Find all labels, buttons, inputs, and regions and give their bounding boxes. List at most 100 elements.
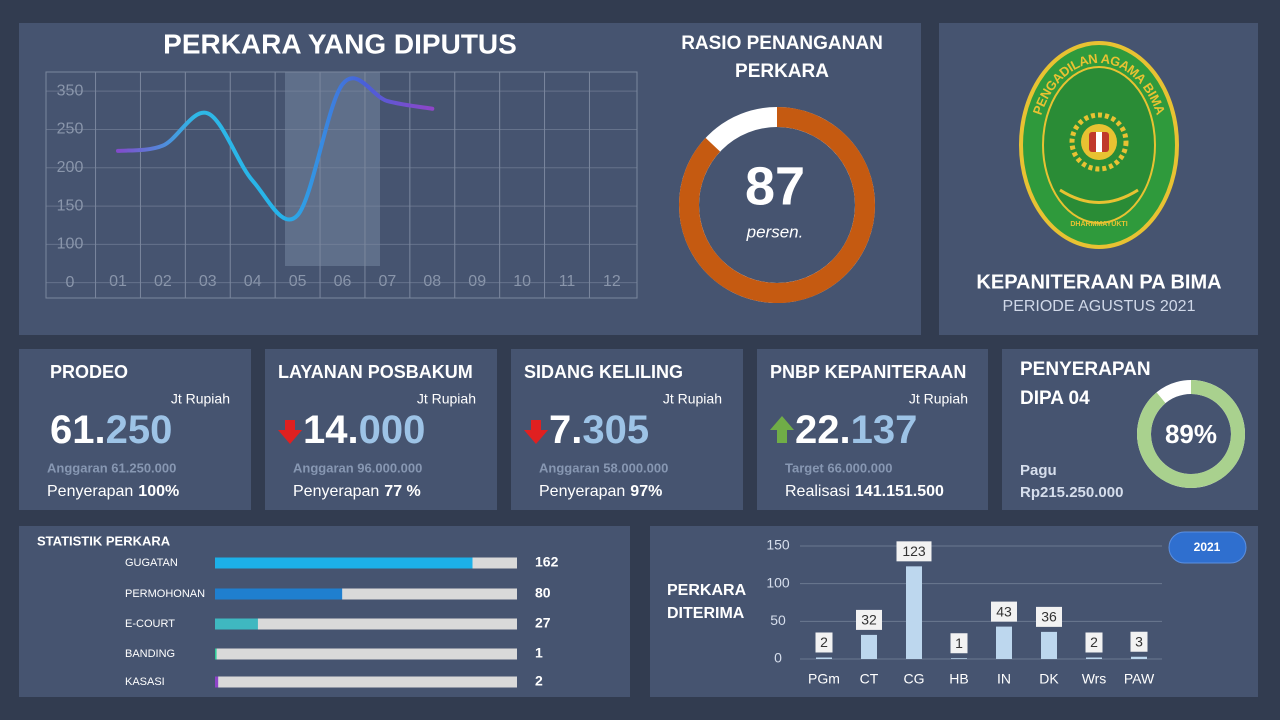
card-result-label: Penyerapan	[539, 483, 625, 500]
card-value-head: 61.	[50, 408, 106, 452]
bar	[1131, 656, 1147, 659]
trend-arrow	[524, 420, 548, 444]
card-value-tail: 137	[851, 408, 918, 452]
y-tick-label: 50	[770, 612, 786, 628]
dipa-title: PENYERAPAN	[1020, 359, 1151, 380]
card-value: 61.250	[50, 408, 172, 452]
category-label: PERMOHONAN	[125, 588, 205, 600]
x-tick-label: 08	[423, 273, 441, 290]
card-result: Penyerapan 97%	[539, 483, 662, 500]
bar	[215, 557, 473, 569]
plot-frame	[45, 71, 638, 299]
panel	[265, 349, 497, 510]
card-title: PRODEO	[50, 362, 128, 382]
value-label-box	[856, 609, 882, 630]
x-tick-label: 06	[334, 273, 352, 290]
y-tick-label: 350	[57, 82, 84, 99]
bar	[215, 648, 217, 660]
x-tick-label: 09	[468, 273, 486, 290]
panel	[757, 349, 988, 510]
chart-title: PERKARA	[667, 582, 747, 599]
card-value: 7.305	[549, 408, 649, 452]
line	[116, 76, 435, 222]
legend-button	[1168, 531, 1247, 564]
card-result-label: Penyerapan	[47, 483, 133, 500]
x-tick-label: DK	[1039, 671, 1059, 687]
logo-motto: DHARMMAYUKTI	[1070, 221, 1127, 228]
y-tick-label: 250	[57, 121, 84, 138]
value-label: 2	[1090, 634, 1098, 650]
value-label: 43	[996, 603, 1012, 619]
card-value-tail: 000	[359, 408, 426, 452]
dipa-pagu-label: Pagu	[1020, 462, 1057, 479]
x-tick-label: 11	[559, 273, 576, 290]
y-tick-label: 200	[57, 159, 84, 176]
y-tick-label: 150	[766, 537, 790, 553]
card-value-head: 7.	[549, 408, 582, 452]
y-tick-label: 150	[57, 197, 84, 214]
card-result-value: 97%	[630, 483, 662, 500]
value-label: 27	[535, 615, 551, 631]
y-tick-label: 0	[66, 274, 75, 291]
card-unit: Jt Rupiah	[909, 391, 968, 407]
donut-label: 89%	[1165, 419, 1217, 449]
card-result-value: 77 %	[384, 483, 420, 500]
donut-unit: persen.	[746, 222, 804, 241]
x-tick-label: HB	[949, 671, 968, 687]
bar-track	[215, 588, 517, 600]
card-unit: Jt Rupiah	[171, 391, 230, 407]
panel	[511, 349, 743, 510]
logo	[1019, 41, 1179, 249]
value-label: 2	[535, 673, 543, 689]
card-unit: Jt Rupiah	[417, 391, 476, 407]
bar	[906, 566, 922, 659]
card-title: LAYANAN POSBAKUM	[278, 362, 473, 382]
chart-title: PERKARA YANG DIPUTUS	[163, 28, 517, 59]
card-result-value: 100%	[138, 483, 179, 500]
x-tick-label: PAW	[1124, 671, 1155, 687]
card-value: 14.000	[303, 408, 425, 452]
card-result-label: Penyerapan	[293, 483, 379, 500]
dipa-pagu-value: Rp215.250.000	[1020, 484, 1123, 501]
logo-ribbon	[1059, 188, 1139, 204]
category-label: BANDING	[125, 648, 175, 660]
dipa-title: DIPA 04	[1020, 388, 1090, 409]
value-label: 1	[955, 635, 963, 651]
card-result-label: Realisasi	[785, 483, 850, 500]
card-title: SIDANG KELILING	[524, 362, 683, 382]
x-tick-label: 03	[199, 273, 217, 290]
y-tick-label: 100	[57, 236, 84, 253]
x-tick-label: CG	[904, 671, 925, 687]
value-label-box	[1085, 632, 1103, 653]
x-tick-label: Wrs	[1082, 671, 1107, 687]
value-label: 2	[820, 634, 828, 650]
donut-value: 87	[745, 156, 805, 216]
card-note: Anggaran 58.000.000	[539, 460, 668, 475]
bar	[861, 634, 877, 659]
y-tick-label: 100	[766, 574, 790, 590]
value-label: 80	[535, 585, 551, 601]
bar	[1086, 657, 1102, 659]
category-label: E-COURT	[125, 618, 175, 630]
logo-shield-band	[1096, 132, 1102, 152]
card-note: Target 66.000.000	[785, 460, 892, 475]
panel	[19, 349, 251, 510]
card-result: Realisasi 141.151.500	[785, 483, 944, 500]
card-value: 22.137	[795, 408, 917, 452]
bar-track	[215, 648, 517, 660]
y-tick-label: 0	[774, 650, 782, 666]
card-unit: Jt Rupiah	[663, 391, 722, 407]
legend-label: 2021	[1194, 540, 1221, 554]
card-result: Penyerapan 100%	[47, 483, 179, 500]
bar	[996, 626, 1012, 659]
value-label: 162	[535, 554, 559, 570]
header-period: PERIODE AGUSTUS 2021	[1003, 298, 1196, 315]
x-tick-label: 07	[379, 273, 397, 290]
value-label: 36	[1041, 609, 1057, 625]
x-tick-label: 04	[244, 273, 262, 290]
value-label-box	[815, 632, 833, 653]
x-tick-label: 01	[109, 273, 127, 290]
x-tick-label: IN	[997, 671, 1011, 687]
